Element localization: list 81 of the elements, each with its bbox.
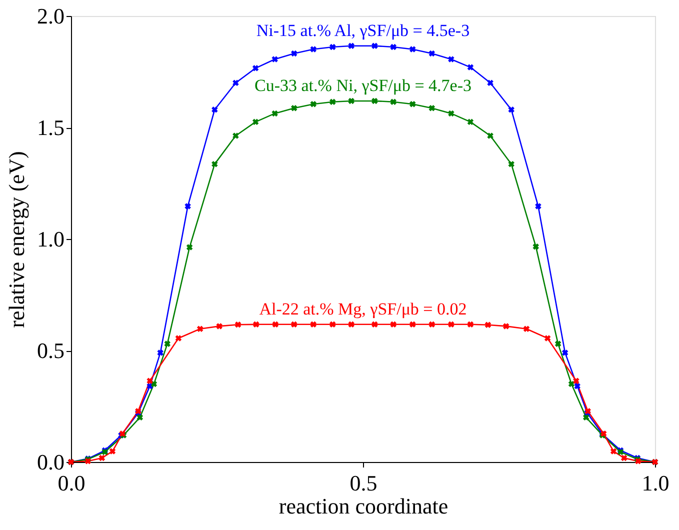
point bbox=[448, 321, 454, 328]
point bbox=[390, 44, 396, 50]
y-tick-label: 0.5 bbox=[37, 338, 64, 363]
point bbox=[523, 326, 530, 332]
point bbox=[562, 350, 568, 356]
point bbox=[428, 104, 436, 112]
point bbox=[196, 326, 204, 332]
point bbox=[310, 321, 316, 328]
point bbox=[330, 98, 336, 105]
point bbox=[544, 335, 551, 342]
point bbox=[164, 340, 170, 347]
point bbox=[348, 98, 354, 104]
point bbox=[568, 380, 575, 388]
point bbox=[98, 454, 106, 462]
point bbox=[508, 160, 514, 168]
point bbox=[157, 350, 164, 356]
point bbox=[252, 118, 259, 126]
series-label: Cu-33 at.% Ni, γSF/μb = 4.7e-3 bbox=[254, 76, 472, 95]
point bbox=[448, 110, 454, 117]
point bbox=[582, 414, 590, 421]
point bbox=[252, 65, 259, 72]
point bbox=[175, 335, 182, 342]
point bbox=[372, 98, 378, 104]
point bbox=[410, 46, 416, 52]
point bbox=[272, 110, 278, 117]
point bbox=[232, 80, 239, 86]
point bbox=[390, 321, 396, 328]
point bbox=[467, 321, 474, 328]
point bbox=[290, 321, 298, 328]
point bbox=[467, 64, 474, 70]
point bbox=[410, 100, 416, 108]
point bbox=[372, 321, 378, 328]
x-tick-label: 1.0 bbox=[642, 470, 670, 496]
point bbox=[109, 448, 116, 454]
point bbox=[234, 322, 242, 328]
point bbox=[272, 321, 279, 328]
point bbox=[484, 322, 492, 328]
point bbox=[212, 160, 218, 168]
point bbox=[428, 321, 436, 328]
point bbox=[535, 203, 542, 210]
y-axis-title: relative energy (eV) bbox=[4, 151, 29, 328]
point bbox=[532, 243, 539, 250]
y-tick-label: 2.0 bbox=[37, 4, 64, 28]
point bbox=[310, 100, 316, 108]
point bbox=[310, 46, 316, 52]
point bbox=[554, 340, 562, 347]
point bbox=[348, 321, 354, 328]
y-tick-label: 1.5 bbox=[37, 115, 64, 140]
point bbox=[502, 323, 510, 330]
point bbox=[216, 323, 222, 330]
point bbox=[410, 321, 416, 328]
point bbox=[487, 132, 494, 139]
point bbox=[330, 44, 336, 50]
point bbox=[508, 106, 514, 113]
series-label: Ni-15 at.% Al, γSF/μb = 4.5e-3 bbox=[256, 20, 470, 40]
point bbox=[290, 50, 298, 57]
point bbox=[487, 80, 494, 86]
point bbox=[212, 106, 218, 113]
point bbox=[448, 56, 454, 62]
series-label: Al-22 at.% Mg, γSF/μb = 0.02 bbox=[259, 299, 467, 318]
point bbox=[253, 321, 260, 328]
point bbox=[467, 118, 474, 126]
point bbox=[620, 454, 628, 462]
x-axis-title: reaction coordinate bbox=[278, 494, 448, 518]
point bbox=[573, 378, 580, 384]
point bbox=[372, 42, 378, 50]
point bbox=[348, 42, 354, 50]
point bbox=[574, 383, 580, 390]
point bbox=[272, 56, 278, 62]
y-tick-label: 1.0 bbox=[37, 226, 64, 252]
point bbox=[186, 244, 193, 250]
point bbox=[146, 378, 153, 384]
x-tick-label: 0.5 bbox=[350, 470, 378, 496]
point bbox=[428, 50, 436, 57]
point bbox=[136, 414, 144, 421]
point bbox=[610, 448, 617, 454]
point bbox=[290, 104, 298, 112]
point bbox=[390, 98, 396, 105]
point bbox=[232, 132, 239, 139]
point bbox=[184, 203, 191, 210]
point bbox=[330, 321, 336, 328]
